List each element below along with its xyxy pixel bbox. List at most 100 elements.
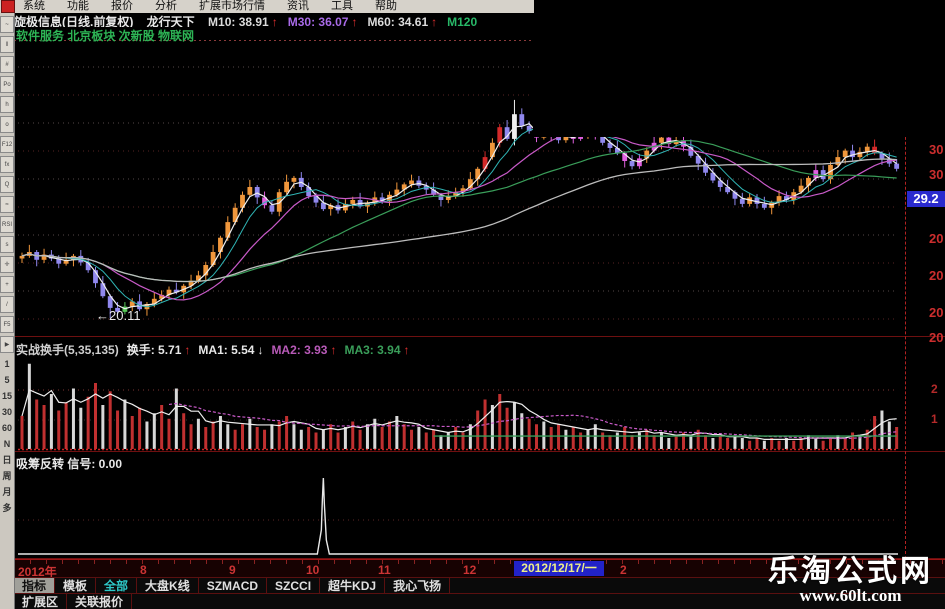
ma-indicator-values: M10: 38.91 ↑ M30: 36.07 ↑ M60: 34.61 ↑ M120 — [208, 15, 487, 27]
date-label-2: 9 — [229, 563, 236, 577]
plus-icon[interactable]: + — [0, 276, 14, 293]
period-60[interactable]: 60 — [1, 423, 12, 433]
ma-label-3: M120 — [447, 15, 478, 27]
current-price-tag: 29.2 — [907, 191, 945, 207]
menu-item-2[interactable]: 报价 — [111, 0, 133, 12]
turnover-arrow: ↑ — [184, 343, 191, 357]
ma-arrow: ↑ — [351, 15, 358, 27]
menu-item-3[interactable]: 分析 — [155, 0, 177, 12]
tab-模板[interactable]: 模板 — [55, 578, 97, 594]
date-label-6: 2 — [620, 563, 627, 577]
pencil-icon[interactable]: / — [0, 296, 14, 313]
menu-item-5[interactable]: 资讯 — [287, 0, 309, 12]
f12-icon[interactable]: F12 — [0, 136, 14, 153]
bars-icon[interactable]: # — [0, 56, 14, 73]
turnover-axis-label-1: 1 — [931, 412, 938, 426]
period-30[interactable]: 30 — [1, 407, 12, 417]
tab-指标[interactable]: 指标 — [14, 578, 56, 594]
circle-icon[interactable]: o — [0, 116, 14, 133]
menu-bar: 系统 功能 报价 分析 扩展市场行情 资讯 工具 帮助 — [0, 0, 534, 13]
tool-icons: ~ ‖ # Po h o F12 fx Q ≈ RSI s ✛ + / F5 ▶ — [0, 13, 14, 353]
brush-icon[interactable]: s — [0, 236, 14, 253]
tab-SZMACD[interactable]: SZMACD — [199, 578, 268, 594]
ma-label-1: M30: 36.07 — [287, 15, 349, 27]
signal-line-chart[interactable] — [14, 470, 902, 558]
compass-icon[interactable]: ✛ — [0, 256, 14, 273]
price-axis-line — [905, 42, 906, 559]
period-多[interactable]: 多 — [2, 503, 12, 513]
stock-slogan: 龙行天下 — [146, 15, 195, 27]
kline-icon[interactable]: ‖ — [0, 36, 14, 53]
turnover-field-1: 换手: 5.71 — [126, 343, 182, 357]
axis-label-2: 20 — [929, 231, 944, 246]
flag-icon[interactable]: ▶ — [0, 336, 14, 353]
panel-separator — [14, 336, 945, 337]
f5-icon[interactable]: F5 — [0, 316, 14, 333]
turnover-bar-chart[interactable] — [14, 358, 902, 451]
axis-label-0: 30 — [929, 142, 944, 157]
app-logo-icon — [1, 0, 15, 13]
period-15[interactable]: 15 — [1, 391, 12, 401]
trend-line-icon[interactable]: ~ — [0, 16, 14, 33]
formula-icon[interactable]: fx — [0, 156, 14, 173]
turnover-panel-header: 实战换手(5,35,135) 换手: 5.71 ↑ MA1: 5.54 ↓ MA2: 3.… — [16, 341, 418, 358]
tab-全部[interactable]: 全部 — [96, 578, 138, 594]
panel-separator — [14, 451, 945, 452]
left-toolbar: ~ ‖ # Po h o F12 fx Q ≈ RSI s ✛ + / F5 ▶ 1 5 15 30 60 N 日周月多 — [0, 13, 15, 609]
ma-arrow: ↑ — [431, 15, 438, 27]
lowest-price-label: ←20.11 — [96, 308, 141, 323]
tab-扩展区[interactable]: 扩展区 — [14, 594, 68, 609]
turnover-axis-label-0: 2 — [931, 382, 938, 396]
axis-label-5: 20 — [929, 330, 944, 345]
date-axis-bar: 2012年 8 9 10 11 12 2 2012/12/17/一 — [14, 559, 945, 579]
hand-icon[interactable]: h — [0, 96, 14, 113]
panel-separator — [14, 558, 945, 559]
tab-SZCCI[interactable]: SZCCI — [267, 578, 321, 594]
period-1[interactable]: 1 — [4, 359, 10, 369]
stock-name: 旋极信息(日线.前复权) — [14, 15, 134, 27]
stock-title-bar: 旋极信息(日线.前复权) 龙行天下 M10: 38.91 ↑ M30: 36.07 ↑… — [14, 13, 534, 27]
current-date-box: 2012/12/17/一 — [514, 561, 604, 576]
tab-超牛KDJ[interactable]: 超牛KDJ — [320, 578, 386, 594]
date-label-3: 10 — [306, 563, 320, 577]
tab-大盘K线[interactable]: 大盘K线 — [137, 578, 199, 594]
wave-icon[interactable]: ≈ — [0, 196, 14, 213]
tab-我心飞扬[interactable]: 我心飞扬 — [385, 578, 451, 594]
date-label-0: 2012年 — [18, 565, 57, 579]
date-axis-ticks — [14, 560, 945, 564]
tab-关联报价[interactable]: 关联报价 — [67, 594, 133, 609]
watermark: 乐淘公式网 www.60lt.com — [768, 557, 933, 605]
turnover-field-2: MA1: 5.54 — [198, 343, 255, 357]
turnover-field-0: 实战换手(5,35,135) — [16, 343, 119, 357]
signal-panel-header: 吸筹反转 信号: 0.00 — [16, 457, 123, 471]
magnifier-icon[interactable]: Q — [0, 176, 14, 193]
period-5[interactable]: 5 — [4, 375, 10, 385]
rsi-icon[interactable]: RSI — [0, 216, 14, 233]
sector-info-line: 软件服务 北京板块 次新股 物联网 — [16, 29, 195, 43]
turnover-arrow: ↑ — [330, 343, 337, 357]
period-N[interactable]: N — [3, 439, 11, 449]
period-月[interactable]: 月 — [2, 487, 12, 497]
menu-item-0[interactable]: 系统 — [23, 0, 45, 12]
date-label-4: 11 — [378, 563, 391, 577]
watermark-url: www.60lt.com — [799, 586, 902, 605]
turnover-field-3: MA2: 3.93 — [271, 343, 328, 357]
menu-item-7[interactable]: 帮助 — [375, 0, 397, 12]
ma-label-0: M10: 38.91 — [208, 15, 269, 27]
menu-item-1[interactable]: 功能 — [67, 0, 89, 12]
ma-label-2: M60: 34.61 — [367, 15, 429, 27]
date-label-5: 12 — [463, 563, 477, 577]
menu-items: 系统 功能 报价 分析 扩展市场行情 资讯 工具 帮助 — [23, 0, 419, 13]
menu-item-6[interactable]: 工具 — [331, 0, 353, 12]
blacked-out-region — [533, 0, 945, 137]
turnover-arrow: ↓ — [257, 343, 264, 357]
period-周[interactable]: 周 — [2, 471, 12, 481]
date-label-1: 8 — [140, 563, 147, 577]
axis-label-1: 30 — [929, 167, 944, 182]
turnover-field-4: MA3: 3.94 — [344, 343, 401, 357]
menu-item-4[interactable]: 扩展市场行情 — [199, 0, 265, 12]
pio-icon[interactable]: Po — [0, 76, 14, 93]
period-日[interactable]: 日 — [2, 455, 12, 465]
watermark-title: 乐淘公式网 — [768, 555, 933, 588]
